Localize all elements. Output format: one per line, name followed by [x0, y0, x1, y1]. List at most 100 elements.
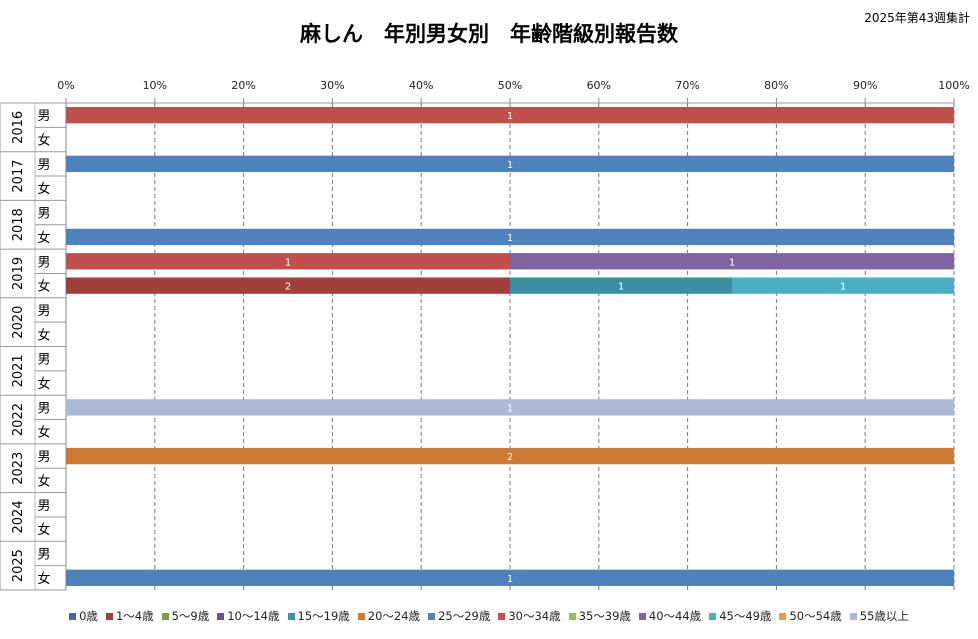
x-tick-label: 50% — [498, 79, 522, 92]
legend-label: 20〜24歳 — [367, 609, 421, 623]
legend-item: 0歳 — [69, 608, 98, 624]
legend-swatch — [217, 613, 225, 620]
legend-swatch — [709, 613, 717, 620]
legend-item: 15〜19歳 — [287, 608, 350, 624]
sex-label: 女 — [37, 376, 50, 392]
bar-segment — [66, 253, 510, 270]
data-label: 1 — [507, 233, 513, 244]
legend-item: 25〜29歳 — [428, 608, 490, 624]
sex-label: 男 — [37, 109, 50, 124]
bar-segment — [732, 277, 954, 294]
legend: 0歳 1〜4歳 5〜9歳 10〜14歳 15〜19歳 20〜24歳 25〜29歳 30〜34歳… — [0, 608, 978, 624]
sex-label: 男 — [37, 158, 50, 173]
legend-swatch — [69, 613, 77, 620]
bar-segment — [66, 107, 954, 124]
year-label: 2024 — [11, 500, 26, 533]
legend-swatch — [849, 613, 857, 620]
bar-segment — [66, 277, 510, 294]
sex-label: 女 — [37, 425, 50, 441]
data-label: 1 — [729, 257, 735, 268]
bar-segment — [510, 277, 732, 294]
bar-segment — [66, 228, 954, 246]
legend-label: 45〜49歳 — [719, 609, 772, 623]
chart-title: 麻しん 年別男女別 年齢階級別報告数 — [300, 22, 678, 46]
x-tick-label: 40% — [409, 79, 433, 92]
legend-item: 35〜39歳 — [568, 608, 631, 624]
data-label: 1 — [507, 574, 513, 585]
x-tick-label: 100% — [938, 79, 969, 92]
legend-label: 40〜44歳 — [648, 609, 702, 623]
legend-label: 10〜14歳 — [227, 609, 280, 623]
x-tick-label: 70% — [675, 79, 699, 92]
legend-label: 1〜4歳 — [115, 609, 154, 623]
x-tick-label: 20% — [231, 79, 255, 92]
data-label: 1 — [507, 160, 513, 171]
x-tick-label: 80% — [764, 79, 788, 92]
legend-swatch — [287, 613, 295, 620]
year-label: 2025 — [11, 549, 26, 582]
legend-swatch — [105, 613, 113, 620]
data-label: 1 — [285, 257, 291, 268]
legend-label: 55歳以上 — [859, 609, 909, 623]
bar-segment — [66, 447, 954, 465]
sex-label: 男 — [37, 207, 50, 222]
year-label: 2022 — [11, 403, 26, 436]
sex-label: 男 — [37, 499, 50, 514]
legend-swatch — [568, 613, 576, 620]
year-label: 2023 — [11, 452, 26, 485]
x-tick-label: 10% — [143, 79, 167, 92]
legend-label: 15〜19歳 — [297, 609, 350, 623]
legend-swatch — [498, 613, 506, 620]
sex-label: 女 — [37, 327, 50, 343]
sex-label: 男 — [37, 401, 50, 416]
bar-segment — [66, 399, 954, 416]
sex-label: 女 — [37, 279, 50, 295]
sex-label: 女 — [37, 571, 50, 587]
legend-item: 55歳以上 — [849, 608, 909, 624]
year-label: 2018 — [11, 208, 26, 241]
year-label: 2016 — [11, 111, 26, 144]
legend-swatch — [357, 613, 365, 620]
legend-swatch — [779, 613, 787, 620]
data-label: 2 — [507, 452, 513, 463]
year-label: 2021 — [11, 354, 26, 387]
bar-segment — [66, 569, 954, 586]
sex-label: 男 — [37, 450, 50, 465]
legend-item: 50〜54歳 — [779, 608, 842, 624]
sex-label: 男 — [37, 353, 50, 368]
x-tick-label: 60% — [587, 79, 611, 92]
x-tick-label: 0% — [57, 79, 74, 92]
year-label: 2019 — [11, 257, 26, 290]
legend-item: 10〜14歳 — [217, 608, 280, 624]
year-label: 2020 — [11, 306, 26, 339]
sex-label: 女 — [37, 181, 50, 197]
legend-label: 30〜34歳 — [508, 609, 561, 623]
legend-item: 20〜24歳 — [357, 608, 421, 624]
aggregation-note: 2025年第43週集計 — [864, 11, 970, 25]
legend-label: 50〜54歳 — [789, 609, 842, 623]
data-label: 1 — [507, 403, 513, 414]
bar-segment — [66, 155, 954, 173]
sex-label: 女 — [37, 133, 50, 149]
data-label: 1 — [507, 111, 513, 122]
x-tick-label: 30% — [320, 79, 344, 92]
legend-item: 30〜34歳 — [498, 608, 561, 624]
data-label: 1 — [840, 282, 846, 293]
year-label: 2017 — [11, 160, 26, 193]
sex-label: 男 — [37, 255, 50, 270]
sex-label: 女 — [37, 230, 50, 246]
bar-segment — [510, 253, 954, 270]
legend-item: 45〜49歳 — [709, 608, 771, 624]
legend-label: 5〜9歳 — [171, 609, 210, 623]
legend-label: 25〜29歳 — [438, 609, 491, 623]
x-tick-label: 90% — [853, 79, 877, 92]
data-label: 1 — [618, 282, 624, 293]
legend-swatch — [428, 613, 436, 620]
legend-swatch — [161, 613, 169, 620]
legend-label: 0歳 — [79, 609, 98, 623]
sex-label: 男 — [37, 304, 50, 319]
data-label: 2 — [285, 282, 291, 293]
legend-item: 1〜4歳 — [105, 608, 154, 624]
legend-swatch — [638, 613, 646, 620]
